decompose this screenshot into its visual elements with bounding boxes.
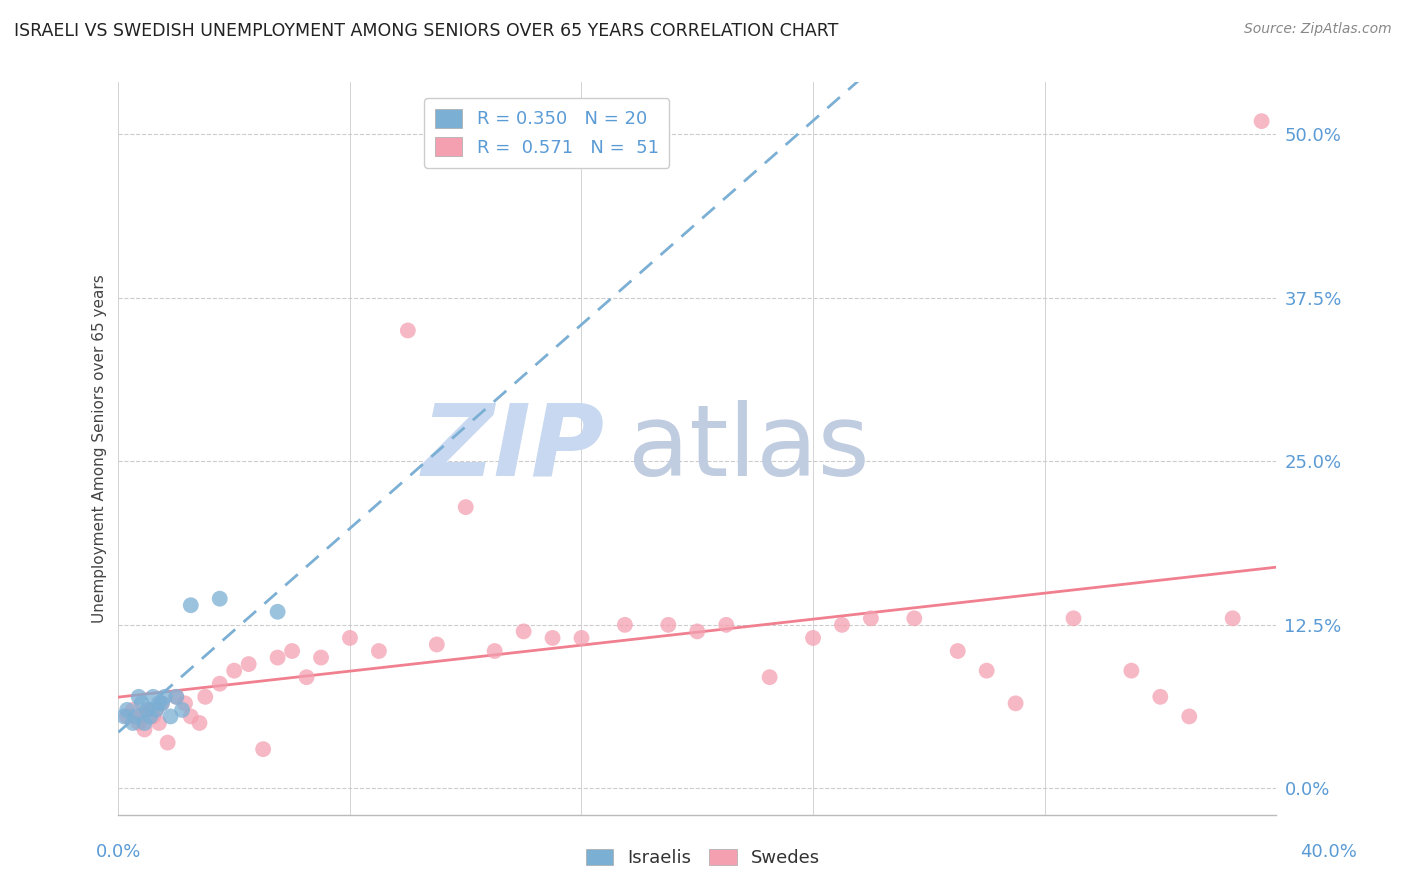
- Legend: R = 0.350   N = 20, R =  0.571   N =  51: R = 0.350 N = 20, R = 0.571 N = 51: [425, 98, 669, 168]
- Point: [139, 709, 162, 723]
- Point: [1063, 611, 1085, 625]
- Text: ISRAELI VS SWEDISH UNEMPLOYMENT AMONG SENIORS OVER 65 YEARS CORRELATION CHART: ISRAELI VS SWEDISH UNEMPLOYMENT AMONG SE…: [14, 22, 838, 40]
- Point: [148, 716, 170, 731]
- Point: [145, 703, 167, 717]
- Point: [426, 638, 449, 652]
- Point: [571, 631, 593, 645]
- Point: [180, 599, 202, 613]
- Point: [1149, 690, 1171, 704]
- Point: [194, 690, 217, 704]
- Point: [657, 618, 679, 632]
- Point: [136, 703, 159, 717]
- Point: [1178, 709, 1201, 723]
- Point: [122, 703, 145, 717]
- Point: [128, 690, 150, 704]
- Point: [115, 709, 138, 723]
- Point: [976, 664, 998, 678]
- Point: [165, 690, 187, 704]
- Point: [145, 703, 167, 717]
- Point: [281, 644, 304, 658]
- Point: [541, 631, 564, 645]
- Point: [831, 618, 853, 632]
- Point: [172, 703, 194, 717]
- Text: 0.0%: 0.0%: [96, 843, 141, 861]
- Point: [238, 657, 260, 672]
- Point: [484, 644, 506, 658]
- Point: [396, 323, 419, 337]
- Point: [1004, 697, 1026, 711]
- Point: [339, 631, 361, 645]
- Point: [134, 716, 156, 731]
- Point: [859, 611, 882, 625]
- Text: ZIP: ZIP: [422, 400, 605, 497]
- Point: [134, 723, 156, 737]
- Point: [125, 709, 148, 723]
- Point: [131, 709, 153, 723]
- Text: 40.0%: 40.0%: [1301, 843, 1357, 861]
- Point: [150, 697, 173, 711]
- Point: [266, 605, 288, 619]
- Point: [1250, 114, 1272, 128]
- Point: [224, 664, 246, 678]
- Legend: Israelis, Swedes: Israelis, Swedes: [579, 841, 827, 874]
- Point: [208, 677, 231, 691]
- Point: [150, 697, 173, 711]
- Point: [758, 670, 780, 684]
- Point: [174, 697, 197, 711]
- Point: [252, 742, 274, 756]
- Point: [159, 709, 181, 723]
- Point: [112, 709, 135, 723]
- Point: [801, 631, 824, 645]
- Point: [512, 624, 534, 639]
- Point: [142, 690, 165, 704]
- Point: [716, 618, 738, 632]
- Point: [903, 611, 925, 625]
- Point: [613, 618, 636, 632]
- Point: [180, 709, 202, 723]
- Point: [188, 716, 211, 731]
- Point: [156, 736, 179, 750]
- Point: [122, 716, 145, 731]
- Text: atlas: atlas: [628, 400, 869, 497]
- Point: [266, 650, 288, 665]
- Point: [686, 624, 709, 639]
- Point: [136, 703, 159, 717]
- Point: [153, 690, 176, 704]
- Point: [946, 644, 969, 658]
- Text: Source: ZipAtlas.com: Source: ZipAtlas.com: [1244, 22, 1392, 37]
- Point: [142, 709, 165, 723]
- Point: [454, 500, 477, 515]
- Point: [128, 716, 150, 731]
- Point: [148, 697, 170, 711]
- Point: [165, 690, 187, 704]
- Point: [309, 650, 332, 665]
- Y-axis label: Unemployment Among Seniors over 65 years: Unemployment Among Seniors over 65 years: [93, 274, 107, 623]
- Point: [115, 703, 138, 717]
- Point: [131, 697, 153, 711]
- Point: [208, 591, 231, 606]
- Point: [1121, 664, 1143, 678]
- Point: [295, 670, 318, 684]
- Point: [1222, 611, 1244, 625]
- Point: [367, 644, 389, 658]
